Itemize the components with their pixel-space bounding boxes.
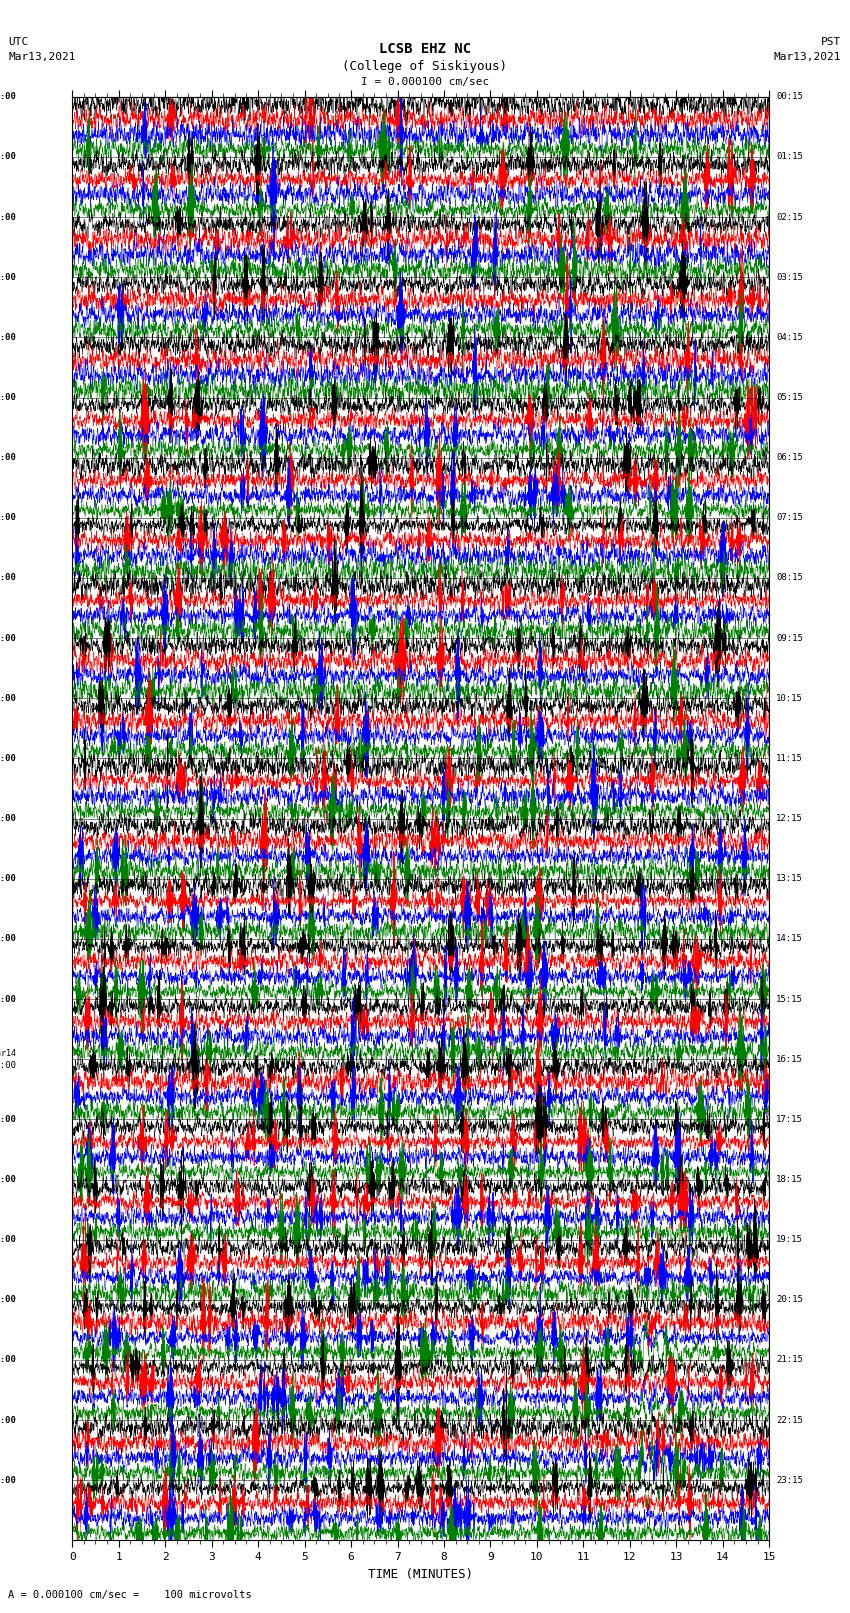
Text: 14:15: 14:15 bbox=[776, 934, 803, 944]
Text: 05:00: 05:00 bbox=[0, 1355, 16, 1365]
Text: 02:15: 02:15 bbox=[776, 213, 803, 221]
Text: 12:00: 12:00 bbox=[0, 332, 16, 342]
Text: 15:00: 15:00 bbox=[0, 513, 16, 523]
Text: 07:00: 07:00 bbox=[0, 1476, 16, 1484]
Text: LCSB EHZ NC: LCSB EHZ NC bbox=[379, 42, 471, 56]
Text: 09:00: 09:00 bbox=[0, 153, 16, 161]
Text: 01:15: 01:15 bbox=[776, 153, 803, 161]
Text: 22:15: 22:15 bbox=[776, 1416, 803, 1424]
Text: 01:00: 01:00 bbox=[0, 1115, 16, 1124]
Text: UTC: UTC bbox=[8, 37, 29, 47]
Text: 11:15: 11:15 bbox=[776, 753, 803, 763]
Text: 05:15: 05:15 bbox=[776, 394, 803, 402]
Text: 21:00: 21:00 bbox=[0, 874, 16, 884]
Text: 16:15: 16:15 bbox=[776, 1055, 803, 1063]
Text: 00:00: 00:00 bbox=[0, 1061, 16, 1069]
Text: 18:00: 18:00 bbox=[0, 694, 16, 703]
Text: PST: PST bbox=[821, 37, 842, 47]
Text: 03:00: 03:00 bbox=[0, 1236, 16, 1244]
Text: 08:00: 08:00 bbox=[0, 92, 16, 102]
Text: 16:00: 16:00 bbox=[0, 574, 16, 582]
Text: 00:15: 00:15 bbox=[776, 92, 803, 102]
Text: 14:00: 14:00 bbox=[0, 453, 16, 463]
Text: 08:15: 08:15 bbox=[776, 574, 803, 582]
X-axis label: TIME (MINUTES): TIME (MINUTES) bbox=[368, 1568, 473, 1581]
Text: 03:15: 03:15 bbox=[776, 273, 803, 282]
Text: 04:00: 04:00 bbox=[0, 1295, 16, 1305]
Text: 23:00: 23:00 bbox=[0, 995, 16, 1003]
Text: 20:15: 20:15 bbox=[776, 1295, 803, 1305]
Text: 18:15: 18:15 bbox=[776, 1174, 803, 1184]
Text: 06:15: 06:15 bbox=[776, 453, 803, 463]
Text: 23:15: 23:15 bbox=[776, 1476, 803, 1484]
Text: 12:15: 12:15 bbox=[776, 815, 803, 823]
Text: 06:00: 06:00 bbox=[0, 1416, 16, 1424]
Text: 19:15: 19:15 bbox=[776, 1236, 803, 1244]
Text: 02:00: 02:00 bbox=[0, 1174, 16, 1184]
Text: I = 0.000100 cm/sec: I = 0.000100 cm/sec bbox=[361, 77, 489, 87]
Text: 09:15: 09:15 bbox=[776, 634, 803, 642]
Text: 19:00: 19:00 bbox=[0, 753, 16, 763]
Text: Mar13,2021: Mar13,2021 bbox=[8, 52, 76, 61]
Text: 13:15: 13:15 bbox=[776, 874, 803, 884]
Text: 17:15: 17:15 bbox=[776, 1115, 803, 1124]
Text: (College of Siskiyous): (College of Siskiyous) bbox=[343, 60, 507, 73]
Text: 04:15: 04:15 bbox=[776, 332, 803, 342]
Text: 11:00: 11:00 bbox=[0, 273, 16, 282]
Text: 07:15: 07:15 bbox=[776, 513, 803, 523]
Text: Mar14: Mar14 bbox=[0, 1048, 16, 1058]
Text: A = 0.000100 cm/sec =    100 microvolts: A = 0.000100 cm/sec = 100 microvolts bbox=[8, 1590, 252, 1600]
Text: 10:15: 10:15 bbox=[776, 694, 803, 703]
Text: 15:15: 15:15 bbox=[776, 995, 803, 1003]
Text: 20:00: 20:00 bbox=[0, 815, 16, 823]
Text: Mar13,2021: Mar13,2021 bbox=[774, 52, 842, 61]
Text: 21:15: 21:15 bbox=[776, 1355, 803, 1365]
Text: 13:00: 13:00 bbox=[0, 394, 16, 402]
Text: 22:00: 22:00 bbox=[0, 934, 16, 944]
Text: 17:00: 17:00 bbox=[0, 634, 16, 642]
Text: 10:00: 10:00 bbox=[0, 213, 16, 221]
